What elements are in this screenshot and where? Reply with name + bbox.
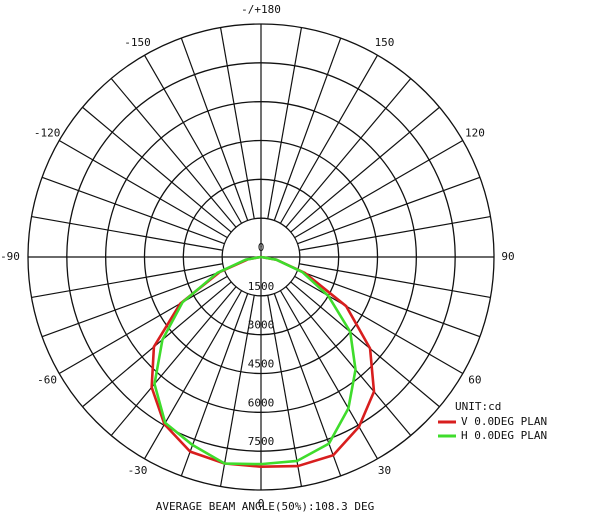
ring xyxy=(221,217,301,297)
r-tick-label: 3000 xyxy=(248,319,275,332)
spoke xyxy=(290,281,440,408)
series-line xyxy=(153,255,357,466)
r-tick-label: 4500 xyxy=(248,358,275,371)
spoke xyxy=(41,269,225,338)
theta-tick-label: 150 xyxy=(375,36,395,49)
ring xyxy=(66,62,456,452)
series-line xyxy=(150,255,376,469)
spoke xyxy=(285,286,412,436)
theta-tick-label: -150 xyxy=(124,36,151,49)
r-tick-label: 0 xyxy=(258,241,265,254)
spoke xyxy=(58,275,228,375)
outer-ring xyxy=(27,23,495,491)
spoke xyxy=(267,295,303,487)
spoke xyxy=(58,139,228,239)
legend-label: H 0.0DEG PLAN xyxy=(461,429,547,442)
r-tick-label: 1500 xyxy=(248,280,275,293)
spoke xyxy=(285,78,412,228)
legend-title: UNIT:cd xyxy=(455,400,501,413)
spoke xyxy=(297,269,481,338)
spoke xyxy=(31,263,223,299)
spoke xyxy=(219,27,255,219)
spoke xyxy=(290,106,440,233)
spoke xyxy=(41,176,225,245)
spoke xyxy=(219,295,255,487)
spoke xyxy=(31,215,223,251)
spoke xyxy=(110,286,237,436)
theta-tick-label: -90 xyxy=(0,250,20,263)
theta-tick-label: -30 xyxy=(128,464,148,477)
legend-label: V 0.0DEG PLAN xyxy=(461,415,547,428)
spoke xyxy=(143,54,243,224)
spoke xyxy=(279,290,379,460)
theta-tick-label: -60 xyxy=(37,374,57,387)
theta-tick-label: 30 xyxy=(378,464,391,477)
spoke xyxy=(180,293,249,477)
r-tick-label: 6000 xyxy=(248,396,275,409)
spoke xyxy=(294,275,464,375)
r-tick-label: 7500 xyxy=(248,435,275,448)
theta-tick-label: 60 xyxy=(468,374,481,387)
annotation: AVERAGE BEAM ANGLE(50%):108.3 DEG xyxy=(156,500,375,513)
spoke xyxy=(267,27,303,219)
theta-tick-label: 120 xyxy=(465,127,485,140)
spoke xyxy=(299,263,491,299)
spoke xyxy=(143,290,243,460)
spoke xyxy=(180,37,249,221)
theta-tick-label: 90 xyxy=(501,250,514,263)
spoke xyxy=(82,106,232,233)
theta-tick-label: -/+180 xyxy=(241,3,281,16)
ring xyxy=(182,178,340,336)
spoke xyxy=(297,176,481,245)
spoke xyxy=(110,78,237,228)
ring xyxy=(143,139,379,375)
spoke xyxy=(273,37,342,221)
spoke xyxy=(279,54,379,224)
ring xyxy=(105,101,417,413)
spoke xyxy=(294,139,464,239)
theta-tick-label: 0 xyxy=(258,497,265,510)
spoke xyxy=(273,293,342,477)
theta-tick-label: -120 xyxy=(34,127,61,140)
spoke xyxy=(299,215,491,251)
